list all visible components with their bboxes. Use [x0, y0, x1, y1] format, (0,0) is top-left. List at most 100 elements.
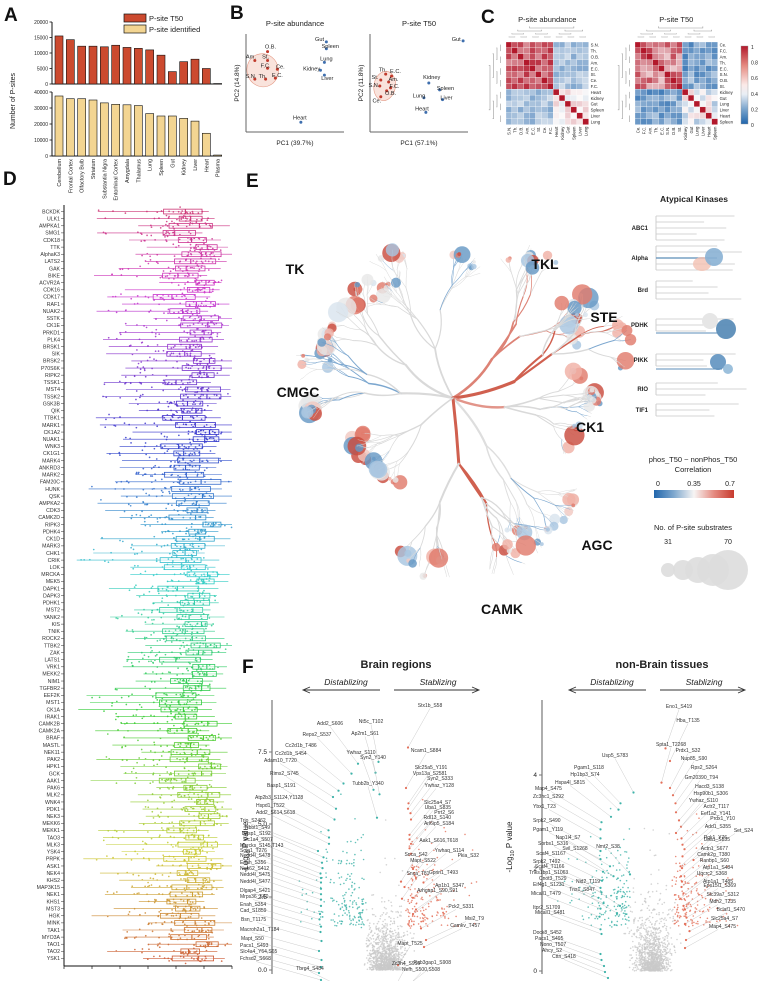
svg-text:F.C.: F.C.: [591, 84, 599, 89]
svg-text:Spleen: Spleen: [437, 86, 454, 92]
panel-a-bar-charts: P-site T50 P-site identified Number of P-s…: [10, 13, 222, 201]
panel-c-label: C: [481, 7, 495, 28]
volcano-point-label: Hp1bp3_S74: [570, 772, 599, 778]
volcano-point-label: Nmt2_S38: [596, 844, 620, 850]
svg-text:MEKK1: MEKK1: [42, 828, 60, 834]
svg-text:St.: St.: [536, 127, 541, 132]
svg-text:P-site identified: P-site identified: [149, 25, 200, 34]
svg-text:Lung: Lung: [413, 94, 425, 100]
svg-text:GSK3B: GSK3B: [43, 401, 61, 407]
svg-text:CRIK: CRIK: [48, 558, 61, 564]
svg-text:MARK2: MARK2: [42, 473, 60, 479]
svg-text:Spleen: Spleen: [572, 126, 577, 140]
svg-text:phos_T50 ~ nonPhos_T50: phos_T50 ~ nonPhos_T50: [649, 455, 738, 464]
svg-text:Kidney: Kidney: [591, 96, 605, 101]
volcano-point-label: Ywhaz_S110: [346, 750, 375, 756]
svg-text:St.: St.: [591, 72, 596, 77]
volcano-point-label: Prrt2_S6: [434, 810, 454, 816]
svg-text:Th.: Th.: [591, 49, 597, 54]
svg-text:YSK1: YSK1: [47, 956, 60, 962]
svg-text:PDHK: PDHK: [631, 323, 649, 329]
svg-text:O.B.: O.B.: [265, 45, 277, 51]
svg-text:Plasma: Plasma: [216, 159, 222, 177]
svg-text:O.B.: O.B.: [519, 127, 524, 136]
volcano-point-label: Hacd3_S138: [695, 784, 724, 790]
svg-text:HGK: HGK: [49, 914, 61, 920]
svg-text:O.B.: O.B.: [591, 55, 600, 60]
svg-text:MINK: MINK: [47, 921, 61, 927]
svg-text:Heart: Heart: [720, 114, 731, 119]
volcano-point-label: Ap1b1_S347: [435, 883, 464, 889]
volcano-point-label: Mapt_T525: [397, 941, 423, 947]
panel-f-volcano-brain: Brain regions Distablizing Stablizing 0.0 2.…: [240, 659, 484, 981]
svg-text:PRPK: PRPK: [46, 857, 61, 863]
svg-text:40000: 40000: [34, 90, 48, 96]
svg-text:WNK4: WNK4: [45, 800, 60, 806]
svg-text:PC2 (11.8%): PC2 (11.8%): [358, 65, 365, 102]
volcano-point-label: Nap1l4_S7: [556, 835, 581, 841]
volcano-point-label: Ap2m1_S61: [351, 731, 379, 737]
svg-text:Substantia Nigra: Substantia Nigra: [102, 159, 108, 199]
volcano-point-label: Mrps36_S60: [240, 894, 269, 900]
volcano-point-label: Fchsd2_S668: [240, 956, 271, 962]
svg-text:Spleen: Spleen: [159, 159, 165, 176]
svg-text:F.C.: F.C.: [642, 127, 647, 135]
volcano-point-label: Marcks_S145,T143: [240, 843, 284, 849]
volcano-point-label: Syn2_Y140: [360, 755, 386, 761]
volcano-point-label: Cc2d1b_S454: [275, 751, 307, 757]
volcano-point-label: Rab3gap1_S908: [413, 960, 451, 966]
svg-text:0.8: 0.8: [751, 61, 758, 67]
volcano-point-label: Slc4a4_Y64,S65: [240, 949, 277, 955]
svg-text:Liver: Liver: [591, 114, 601, 119]
volcano-point-label: Ybx1_T23: [533, 804, 556, 810]
svg-text:TTBK1: TTBK1: [44, 416, 60, 422]
svg-text:MST2: MST2: [46, 608, 60, 614]
svg-text:ROCK2: ROCK2: [42, 636, 60, 642]
volcano-point-label: Tns1_S847: [569, 887, 595, 893]
volcano-point-label: Trio_S2462: [240, 818, 266, 824]
svg-text:NEK1: NEK1: [46, 892, 60, 898]
svg-text:MAP3K15: MAP3K15: [37, 885, 60, 891]
svg-text:P70S6K: P70S6K: [41, 366, 61, 372]
svg-text:NEK4: NEK4: [46, 871, 60, 877]
svg-text:Liver: Liver: [321, 76, 333, 82]
svg-text:SIK: SIK: [52, 352, 61, 358]
svg-text:10000: 10000: [34, 138, 48, 144]
svg-text:E.C.: E.C.: [720, 66, 728, 71]
volcano-point-label: Nedd4l_S477: [240, 879, 271, 885]
volcano-point-label: Zc3hc1_S292: [533, 794, 564, 800]
svg-text:MASTL: MASTL: [43, 743, 60, 749]
svg-text:Kidney: Kidney: [182, 159, 188, 176]
svg-text:PAK2: PAK2: [47, 757, 60, 763]
svg-text:Stablizing: Stablizing: [420, 677, 457, 687]
svg-text:15000: 15000: [34, 36, 48, 42]
svg-text:PC2 (14.8%): PC2 (14.8%): [234, 64, 241, 101]
svg-text:LATS1: LATS1: [45, 657, 61, 663]
volcano-point-label: Svil_S1268: [562, 846, 588, 852]
svg-text:QSK: QSK: [49, 494, 60, 500]
svg-text:5000: 5000: [37, 67, 48, 73]
svg-text:1: 1: [751, 45, 754, 51]
svg-text:CMGC: CMGC: [277, 384, 320, 400]
svg-text:Ce.: Ce.: [636, 127, 641, 134]
svg-text:CAMK2B: CAMK2B: [39, 722, 61, 728]
svg-text:CHK1: CHK1: [46, 551, 60, 557]
svg-text:CK1D: CK1D: [46, 537, 60, 543]
svg-text:RAF1: RAF1: [47, 302, 60, 308]
svg-text:Th.: Th.: [720, 60, 726, 65]
svg-text:St.: St.: [371, 75, 378, 81]
svg-text:Number of P-sites: Number of P-sites: [10, 72, 17, 129]
svg-text:WNK3: WNK3: [45, 444, 60, 450]
volcano-point-label: Nup62_S412: [240, 866, 269, 872]
svg-text:BIKE: BIKE: [48, 273, 60, 279]
svg-text:30000: 30000: [34, 106, 48, 112]
volcano-point-label: Arl6ip5_S184: [424, 821, 454, 827]
svg-text:Correlation: Correlation: [675, 465, 712, 474]
volcano-point-label: Macroh2a1_T184: [240, 927, 279, 933]
svg-text:TAO1: TAO1: [47, 942, 60, 948]
volcano-point-label: Ranbp1_S60: [700, 858, 729, 864]
svg-text:PIKK: PIKK: [634, 358, 649, 364]
svg-text:MARK4: MARK4: [42, 458, 60, 464]
volcano-point-label: Uba1_S835: [704, 837, 731, 843]
